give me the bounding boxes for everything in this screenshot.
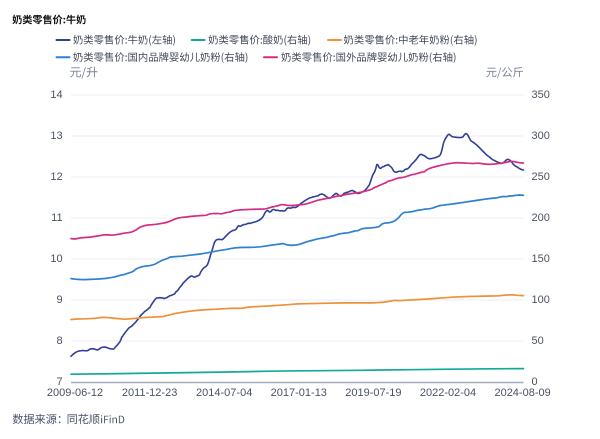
svg-text:250: 250 [532, 171, 550, 183]
svg-text:8: 8 [56, 335, 62, 347]
svg-text:0: 0 [532, 376, 538, 388]
svg-text:2017-01-13: 2017-01-13 [271, 387, 327, 399]
svg-text:50: 50 [532, 335, 544, 347]
svg-text:13: 13 [50, 130, 62, 142]
svg-text:11: 11 [51, 212, 62, 224]
svg-text:2009-06-12: 2009-06-12 [47, 387, 103, 399]
svg-text:150: 150 [532, 253, 550, 265]
svg-text:7: 7 [56, 376, 62, 388]
svg-text:2019-07-19: 2019-07-19 [345, 387, 401, 399]
svg-text:200: 200 [532, 212, 550, 224]
svg-text:100: 100 [532, 294, 550, 306]
svg-text:12: 12 [50, 171, 62, 183]
svg-text:300: 300 [532, 130, 550, 142]
svg-text:2011-12-23: 2011-12-23 [122, 387, 177, 399]
svg-text:14: 14 [50, 89, 62, 101]
svg-text:2014-07-04: 2014-07-04 [196, 387, 252, 399]
svg-text:10: 10 [50, 253, 62, 265]
svg-text:2024-08-09: 2024-08-09 [494, 387, 550, 399]
svg-text:350: 350 [532, 89, 550, 101]
svg-text:2022-02-04: 2022-02-04 [420, 387, 476, 399]
svg-text:9: 9 [56, 294, 62, 306]
